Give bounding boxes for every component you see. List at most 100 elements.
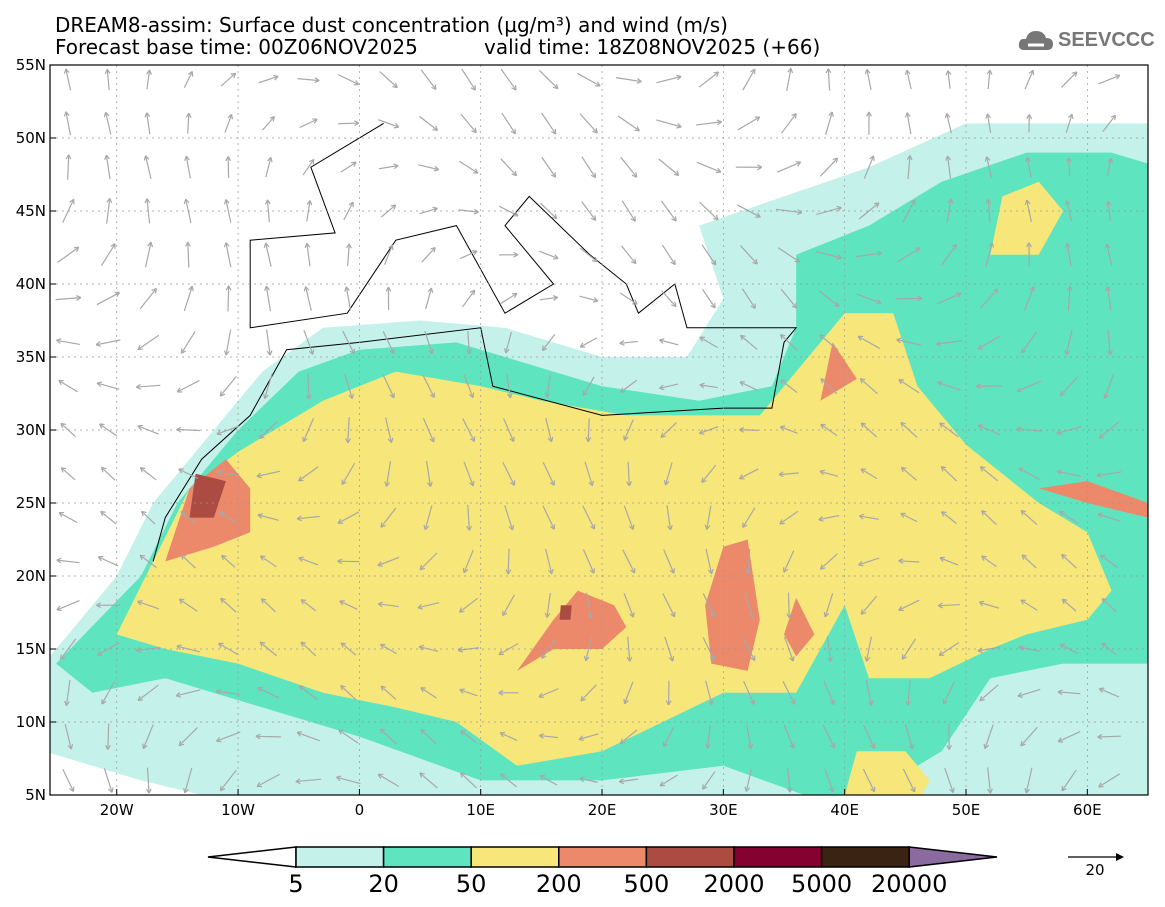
wind-arrow [421,246,436,263]
wind-head [390,204,397,210]
wind-head [266,350,273,356]
wind-shaft [776,161,801,173]
wind-shaft [819,470,839,477]
wind-head [1057,689,1063,696]
wind-head [298,685,305,691]
wind-shaft [1102,114,1116,132]
wind-head [549,524,556,530]
wind-head [757,164,763,171]
wind-head [552,83,559,90]
wind-arrow [939,556,959,566]
wind-shaft [384,417,393,443]
wind-head [144,198,151,204]
wind-shaft [56,339,81,346]
wind-head [142,743,148,750]
wind-shaft [1026,157,1032,178]
wind-arrow [105,723,111,750]
wind-head [579,342,586,348]
wind-shaft [137,600,160,610]
wind-arrow [462,289,476,308]
wind-shaft [858,202,880,220]
wind-head [341,479,347,486]
wind-arrow [501,112,516,135]
wind-arrow [583,637,593,662]
wind-arrow [904,69,912,90]
wind-shaft [656,119,682,128]
wind-shaft [139,554,157,569]
wind-shaft [587,418,590,442]
wind-head [917,295,923,302]
wind-arrow [1024,767,1033,794]
wind-arrow [142,724,154,750]
wind-arrow [1020,599,1038,611]
wind-arrow [104,154,111,180]
wind-shaft [862,768,876,792]
wind-head [742,522,748,529]
wind-shaft [305,286,312,311]
wind-arrow [865,679,874,706]
wind-head [144,112,151,118]
wind-head [137,344,143,351]
wind-shaft [340,642,357,656]
wind-arrow [936,380,961,391]
wind-head [511,85,517,91]
wind-shaft [1101,642,1117,656]
wind-arrow [582,376,595,397]
wind-arrow [1026,114,1033,133]
wind-head [820,378,826,384]
wind-arrow [180,554,196,569]
wind-head [429,392,435,398]
lon-tick-label: 40E [830,801,859,819]
wind-head [104,68,111,75]
wind-arrow [340,642,357,656]
wind-arrow [1107,329,1113,356]
wind-shaft [977,646,1001,652]
wind-shaft [425,460,432,487]
wind-arrow [742,507,756,529]
wind-head [828,786,835,793]
wind-shaft [1020,726,1038,747]
wind-shaft [307,373,310,400]
wind-head [944,112,951,119]
wind-shaft [265,157,272,178]
wind-shaft [542,461,555,486]
wind-arrow [786,768,793,793]
wind-head [75,295,82,301]
wind-head [978,600,985,607]
wind-head [592,297,599,303]
dust-contour-7 [705,539,760,671]
wind-shaft [539,734,559,739]
wind-head [420,728,426,735]
wind-head [223,242,230,248]
wind-shaft [898,379,920,394]
wind-head [1098,687,1105,693]
wind-arrow [855,250,883,258]
wind-head [1064,349,1070,356]
wind-head [215,688,222,695]
wind-head [303,286,310,292]
wind-head [900,512,906,518]
colorbar-swatch-2 [470,846,560,868]
wind-shaft [705,680,713,706]
wind-head [420,687,426,693]
wind-shaft [1057,691,1081,695]
wind-arrow [424,330,434,355]
wind-shaft [420,729,437,745]
wind-head [908,744,915,750]
wind-arrow [976,383,1002,390]
wind-shaft [747,549,751,574]
wind-shaft [987,199,991,223]
wind-arrow [1096,471,1122,479]
wind-head [312,118,318,124]
wind-head [671,301,677,308]
wind-head [945,155,951,161]
wind-arrow [900,466,917,481]
wind-head [106,197,113,204]
wind-head [1064,200,1071,206]
wind-arrow [263,242,272,267]
colorbar-label: 200 [535,870,582,898]
wind-head [988,242,995,248]
chart-title: DREAM8-assim: Surface dust concentration… [55,13,728,37]
wind-arrow [1020,509,1038,526]
wind-head [346,243,352,249]
